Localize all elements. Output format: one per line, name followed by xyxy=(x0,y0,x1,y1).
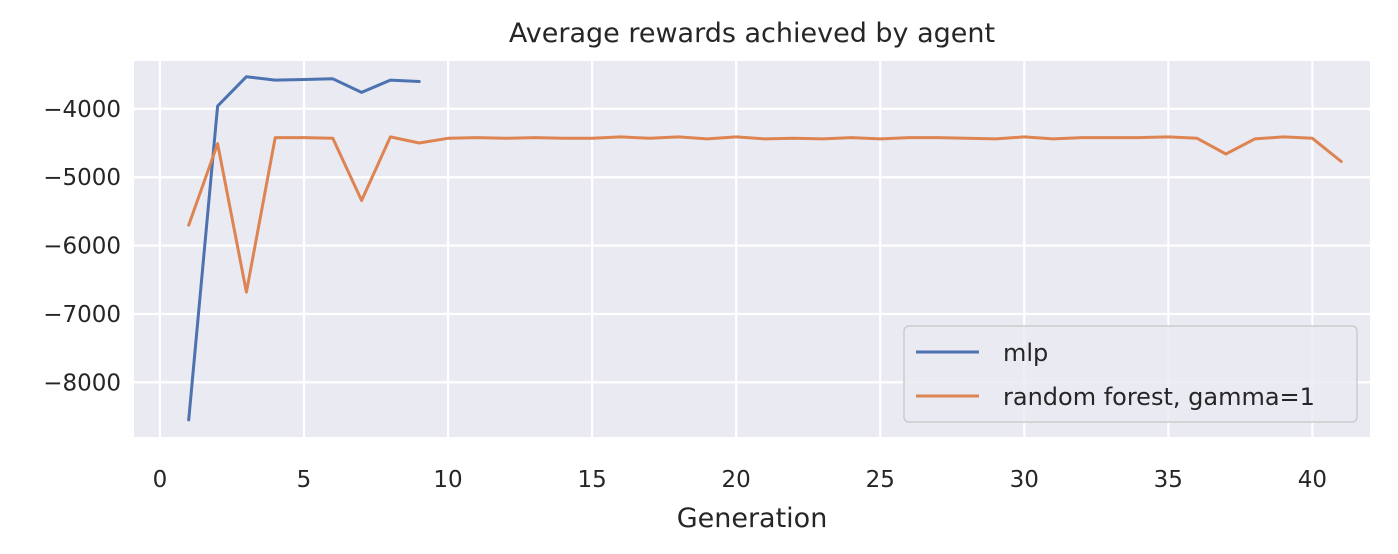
series-line-random-forest xyxy=(187,135,1343,294)
y-tick-label: −4000 xyxy=(43,97,121,123)
x-axis-label: Generation xyxy=(677,503,828,534)
x-tick-label: 5 xyxy=(297,467,312,493)
y-tick-label: −5000 xyxy=(43,165,121,191)
x-tick-label: 25 xyxy=(866,467,895,493)
x-tick-label: 35 xyxy=(1154,467,1183,493)
y-tick-label: −8000 xyxy=(43,370,121,396)
series-layer xyxy=(187,75,1343,422)
legend: mlp random forest, gamma=1 xyxy=(903,325,1358,423)
x-tick-label: 40 xyxy=(1298,467,1327,493)
y-axis-ticks: −8000 −7000 −6000 −5000 −4000 xyxy=(43,97,121,396)
chart-title: Average rewards achieved by agent xyxy=(509,18,995,49)
y-tick-label: −7000 xyxy=(43,302,121,328)
legend-label: mlp xyxy=(1003,339,1048,367)
x-tick-label: 0 xyxy=(153,467,168,493)
x-axis-ticks: 0 5 10 15 20 25 30 35 40 xyxy=(153,467,1327,493)
legend-box xyxy=(903,325,1358,423)
x-tick-label: 15 xyxy=(577,467,606,493)
y-tick-label: −6000 xyxy=(43,234,121,260)
x-tick-label: 30 xyxy=(1010,467,1039,493)
legend-label: random forest, gamma=1 xyxy=(1003,383,1315,411)
x-tick-label: 10 xyxy=(433,467,462,493)
x-tick-label: 20 xyxy=(722,467,751,493)
series-line-mlp xyxy=(187,75,421,422)
